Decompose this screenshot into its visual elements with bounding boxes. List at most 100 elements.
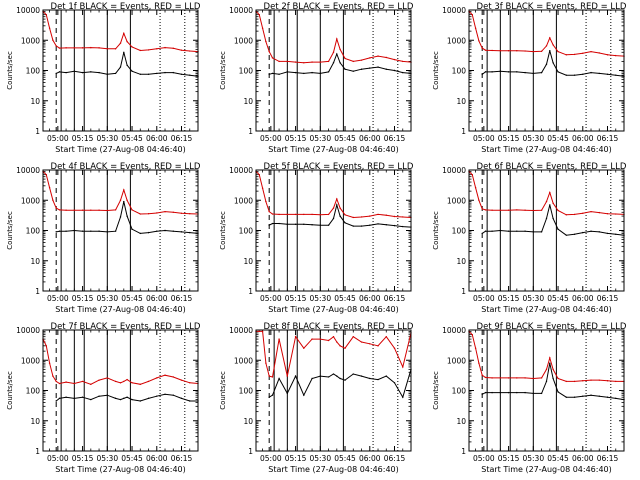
lld-data-point [582,52,584,55]
events-data-point [360,68,363,70]
lld-data-point [557,377,559,380]
lld-data-point [385,56,387,59]
lld-data-point [524,209,526,211]
events-data-point [615,397,617,400]
lld-data-point [332,51,335,53]
events-data-point [286,392,289,395]
lld-data-point [507,209,510,211]
x-axis-label: Start Time (27-Aug-08 04:46:40) [55,145,186,154]
events-data-point [344,68,346,70]
events-data-point [573,233,576,235]
lld-data-point [481,208,483,210]
y-tick-label: 1000 [447,196,466,205]
events-data-point [615,233,617,235]
events-data-point [271,72,274,75]
events-data-point [114,72,117,75]
x-tick-label: 06:00 [572,134,594,143]
lld-data-point [265,362,267,364]
x-tick-label: 05:30 [96,134,118,143]
x-tick-label: 06:15 [384,454,406,463]
events-data-point [352,70,354,72]
y-axis-label: Counts/sec [432,51,440,90]
lld-data-point [164,46,166,49]
events-data-point [131,228,133,230]
lld-data-point [98,47,100,49]
events-data-point [278,222,280,225]
events-data-point [106,231,109,233]
lld-data-point [606,212,609,215]
lld-data-point [573,380,576,383]
events-data-point [65,71,67,74]
lld-data-point [52,375,54,377]
y-tick-label: 1 [35,447,40,456]
lld-data-point [481,47,483,49]
events-data-point [532,231,535,233]
lld-data-point [327,60,330,63]
events-data-point [582,395,584,397]
lld-data-point [81,209,84,211]
lld-data-point [119,382,122,384]
events-data-point [65,396,67,398]
lld-data-point [532,377,535,380]
panel-title: Det 6f BLACK = Events, RED = LLD [477,162,627,172]
events-data-point [164,71,166,74]
lld-data-point [55,380,57,383]
lld-data-point [123,189,125,191]
lld-data-point [344,347,346,349]
events-data-point [303,223,305,226]
y-tick-label: 1000 [21,36,40,45]
lld-data-point [139,49,141,52]
lld-data-point [327,339,330,342]
y-tick-label: 1 [461,287,466,296]
lld-data-point [90,209,92,211]
lld-data-point [164,210,166,213]
y-tick-label: 1000 [447,36,466,45]
lld-data-point [478,362,480,364]
events-data-point [552,217,554,220]
events-data-point [557,228,559,230]
lld-data-point [189,382,191,384]
lld-data-point [332,207,335,209]
x-tick-label: 05:45 [334,134,356,143]
events-data-point [552,62,554,64]
lld-series-line [255,11,412,64]
y-axis-label: Counts/sec [6,371,14,410]
events-data-point [545,63,548,66]
events-data-point [573,396,576,398]
lld-data-point [311,338,313,340]
y-tick-label: 1000 [234,356,253,365]
lld-data-point [147,212,150,215]
events-data-point [126,64,128,66]
events-data-point [327,224,330,226]
events-data-point [549,50,551,52]
lld-data-point [311,61,313,63]
x-tick-label: 05:30 [96,294,118,303]
lld-data-point [615,54,617,57]
lld-data-point [55,45,57,47]
events-data-point [90,71,92,73]
events-data-point [565,234,567,236]
y-tick-label: 1 [461,447,466,456]
events-data-point [552,377,554,380]
events-data-point [311,71,313,74]
lld-data-point [55,207,57,209]
y-tick-label: 1000 [234,196,253,205]
y-tick-label: 10 [243,257,253,266]
lld-data-point [294,61,297,63]
lld-data-point [552,368,554,371]
events-data-point [58,397,61,400]
lld-data-point [286,60,289,63]
y-tick-label: 10 [456,257,466,266]
plot-frame [255,9,412,132]
lld-data-point [303,347,305,349]
x-tick-label: 06:00 [572,454,594,463]
x-tick-label: 05:15 [285,294,307,303]
y-tick-label: 100 [452,227,467,236]
events-data-point [268,224,270,226]
lld-data-point [156,212,158,214]
lld-data-point [48,27,51,29]
lld-data-point [573,53,576,56]
lld-data-point [45,173,47,176]
events-data-point [360,225,363,227]
